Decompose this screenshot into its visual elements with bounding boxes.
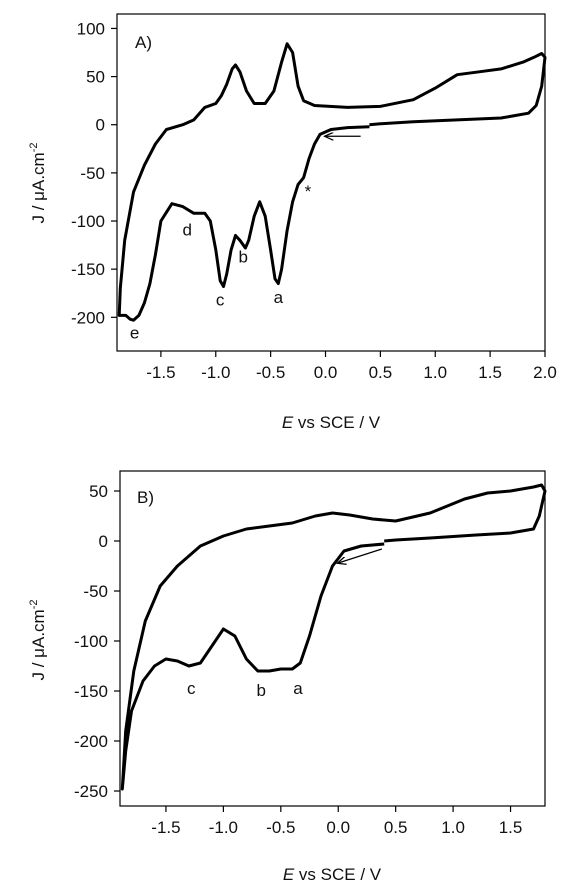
panel-b-plot-frame [119,470,546,807]
x-tick-label: 0.5 [384,818,408,837]
x-tick-label: 0.5 [369,363,393,382]
peak-annotation: a [293,679,303,698]
y-tick-label: -250 [74,782,108,801]
y-tick-label: 50 [89,482,108,501]
peak-annotation: c [187,679,196,698]
peak-annotation: b [257,681,266,700]
panel-b-cv-curve [120,483,547,791]
panel-b-chart: -1.5 -1.0 -0.5 0.0 0.5 1.0 1.5 -250 -200 -150 -10… [28,470,547,884]
x-tick-label: -1.5 [146,363,175,382]
panel-a-chart: -1.5 -1.0 -0.5 0.0 0.5 1.0 1.5 2.0 -200 -150 -100… [28,13,557,432]
y-tick-label: -200 [74,732,108,751]
panel-a-label: A) [135,33,152,52]
panel-a-y-axis-label: J / μA.cm-2 [28,143,48,224]
y-tick-label: -100 [74,632,108,651]
peak-annotation: e [130,323,139,342]
x-tick-label: 0.0 [326,818,350,837]
x-tick-label: -0.5 [266,818,295,837]
y-tick-label: -50 [80,164,105,183]
peak-annotation: a [274,288,284,307]
panel-b-x-axis-label: E vs SCE / V [283,865,382,884]
x-tick-label: 0.0 [314,363,338,382]
x-tick-label: -1.5 [151,818,180,837]
y-tick-label: 0 [99,532,108,551]
y-tick-label: -150 [74,682,108,701]
x-tick-label: -1.0 [209,818,238,837]
x-tick-label: 1.0 [441,818,465,837]
x-tick-label: -1.0 [201,363,230,382]
y-tick-label: 50 [86,68,105,87]
peak-annotation: d [183,220,192,239]
panel-b-scan-direction-arrow [338,548,383,563]
peak-annotation: c [216,291,225,310]
peak-annotation: * [305,182,312,201]
y-tick-label: 100 [77,19,105,38]
y-tick-label: 0 [96,116,105,135]
x-tick-label: 1.0 [423,363,447,382]
y-tick-label: -100 [71,212,105,231]
peak-annotation: b [238,247,247,266]
y-tick-label: -150 [71,260,105,279]
x-tick-label: 1.5 [499,818,523,837]
panel-a-x-axis-label: E vs SCE / V [282,413,381,432]
y-tick-label: -50 [83,582,108,601]
panel-a-cv-curve [117,42,547,322]
panel-a-plot-frame [116,13,546,352]
panel-b-label: B) [137,488,154,507]
x-tick-label: -0.5 [256,363,285,382]
x-tick-label: 2.0 [533,363,557,382]
panel-b-y-axis-label: J / μA.cm-2 [28,600,48,681]
x-tick-label: 1.5 [478,363,502,382]
y-tick-label: -200 [71,308,105,327]
